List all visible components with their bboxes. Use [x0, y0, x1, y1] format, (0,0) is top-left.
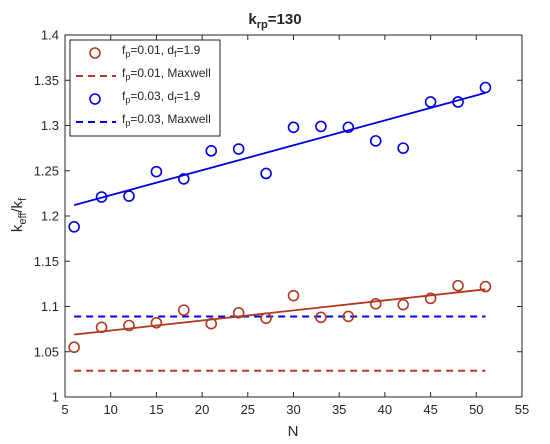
legend-text-part: f: [122, 89, 126, 103]
legend-text-part: =0.01, Maxwell: [130, 66, 210, 80]
series-2-point: [315, 120, 327, 133]
x-tick-label: 30: [286, 402, 300, 417]
y-tick-label: 1.2: [41, 209, 59, 224]
series-2-point: [95, 191, 108, 203]
series-2-point: [424, 96, 437, 108]
series-2-point: [479, 81, 492, 94]
legend-text-part: =0.01, d: [130, 43, 174, 57]
legend-text-part: f: [122, 43, 126, 57]
fit-line-0: [74, 288, 486, 336]
series-0-point: [452, 279, 464, 292]
legend-subscript: p: [125, 95, 130, 105]
series-2-point: [232, 143, 245, 155]
series-2-point: [397, 142, 409, 154]
legend-entry-label: fp=0.01, df=1.9: [122, 43, 201, 59]
series-0-point: [479, 280, 492, 293]
series-2-point: [178, 173, 190, 185]
x-tick-label: 50: [469, 402, 483, 417]
legend-subscript: f: [174, 49, 177, 59]
legend-text-part: =1.9: [177, 43, 201, 57]
legend-subscript: p: [125, 72, 130, 82]
series-2-point: [150, 165, 163, 178]
chart-title: krp=130: [248, 11, 301, 31]
legend-text-part: f: [122, 112, 126, 126]
legend-entry-label: fp=0.03, Maxwell: [122, 112, 211, 128]
series-0-point: [397, 298, 409, 311]
y-tick-label: 1: [52, 390, 59, 405]
y-tick-label: 1.05: [34, 344, 59, 359]
series-0-point: [260, 312, 272, 325]
series-0-point: [287, 289, 300, 302]
series-2-point: [68, 221, 80, 233]
legend-entry-label: fp=0.03, df=1.9: [122, 89, 201, 105]
legend-text-part: =0.03, Maxwell: [130, 112, 210, 126]
legend-text-part: =1.9: [177, 89, 201, 103]
y-tick-label: 1.1: [41, 299, 59, 314]
y-tick-label: 1.35: [34, 73, 59, 88]
legend-subscript: f: [174, 95, 177, 105]
legend-marker-circle: [89, 93, 101, 105]
x-tick-label: 20: [195, 402, 209, 417]
series-0-point: [342, 310, 355, 323]
series-0-point: [369, 297, 382, 310]
series-2-point: [260, 167, 272, 180]
series-0-point: [232, 307, 245, 319]
legend-subscript: p: [125, 49, 130, 59]
x-tick-label: 55: [515, 402, 529, 417]
legend-subscript: p: [125, 118, 130, 128]
legend-entry-label: fp=0.01, Maxwell: [122, 66, 211, 82]
x-tick-label: 10: [103, 402, 117, 417]
fit-line-1: [73, 92, 486, 207]
y-axis-label: keff/kf: [9, 197, 29, 232]
series-2-point: [205, 145, 218, 157]
series-0-point: [150, 316, 163, 329]
x-axis-label: N: [288, 423, 299, 440]
y-tick-label: 1.4: [41, 28, 59, 43]
series-0-point: [178, 304, 190, 316]
x-tick-label: 15: [149, 402, 163, 417]
legend-text-part: f: [122, 66, 126, 80]
series-0-point: [95, 321, 108, 334]
series-2-point: [369, 135, 382, 147]
x-tick-label: 25: [241, 402, 255, 417]
y-tick-label: 1.25: [34, 163, 59, 178]
series-0-point: [424, 292, 437, 305]
series-0-point: [123, 319, 135, 332]
series-2-point: [287, 121, 300, 134]
legend-marker-circle: [89, 47, 101, 59]
legend-box: [69, 39, 221, 137]
x-tick-label: 35: [332, 402, 346, 417]
series-2-point: [123, 190, 135, 202]
y-tick-label: 1.3: [41, 118, 59, 133]
series-0-point: [68, 341, 80, 354]
series-2-point: [452, 96, 464, 108]
x-tick-label: 5: [61, 402, 68, 417]
legend-text-part: =0.03, d: [130, 89, 174, 103]
series-2-point: [342, 121, 355, 134]
y-tick-label: 1.15: [34, 254, 59, 269]
series-0-point: [315, 311, 327, 324]
x-tick-label: 45: [423, 402, 437, 417]
series-0-point: [205, 317, 218, 330]
x-tick-label: 40: [378, 402, 392, 417]
